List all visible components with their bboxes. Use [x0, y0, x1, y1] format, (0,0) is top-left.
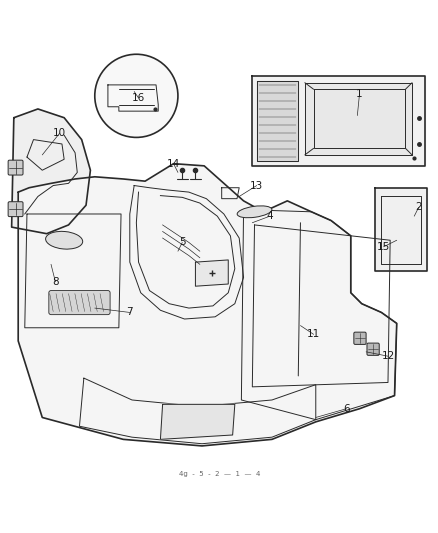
Polygon shape [256, 80, 297, 161]
Text: 7: 7 [126, 308, 133, 318]
Text: 11: 11 [306, 329, 319, 340]
FancyBboxPatch shape [8, 160, 23, 175]
Text: 2: 2 [414, 203, 421, 213]
FancyBboxPatch shape [353, 332, 365, 344]
Text: 13: 13 [250, 181, 263, 190]
Polygon shape [12, 109, 90, 233]
Text: 14: 14 [166, 159, 180, 168]
Polygon shape [252, 76, 424, 166]
Polygon shape [195, 260, 228, 286]
Text: 8: 8 [52, 277, 59, 287]
Text: 10: 10 [53, 128, 66, 138]
FancyBboxPatch shape [366, 343, 378, 356]
FancyBboxPatch shape [8, 201, 23, 216]
Polygon shape [160, 405, 234, 439]
Polygon shape [18, 164, 396, 446]
Polygon shape [374, 188, 426, 271]
Ellipse shape [237, 206, 271, 218]
Text: 16: 16 [131, 93, 145, 103]
FancyBboxPatch shape [49, 290, 110, 314]
Text: 1: 1 [355, 88, 362, 99]
Text: 4g  -  5  -  2  —  1  —  4: 4g - 5 - 2 — 1 — 4 [178, 471, 260, 478]
Text: 12: 12 [381, 351, 394, 361]
Text: 5: 5 [179, 237, 185, 247]
Text: 4: 4 [266, 211, 272, 221]
Text: 15: 15 [376, 242, 389, 252]
Text: 6: 6 [343, 403, 349, 414]
Polygon shape [304, 83, 411, 155]
Circle shape [95, 54, 177, 138]
Ellipse shape [46, 231, 82, 249]
